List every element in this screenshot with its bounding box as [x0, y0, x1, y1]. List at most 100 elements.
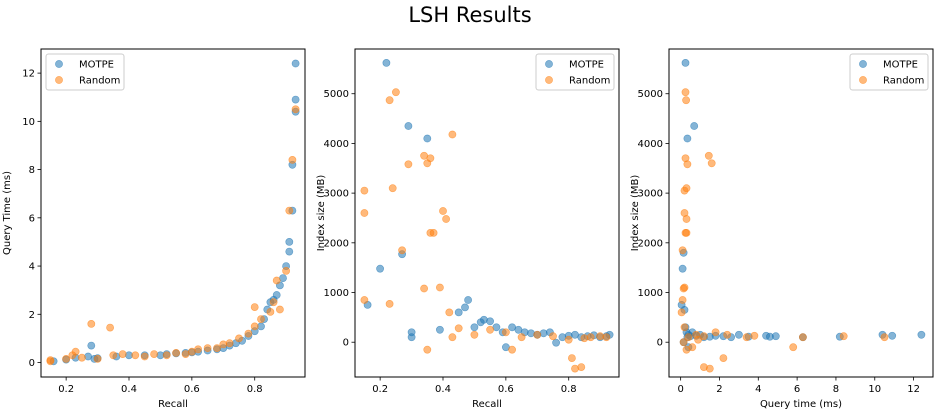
point-random [742, 333, 751, 342]
x-tick-label: 6 [794, 384, 800, 395]
legend: MOTPE Random [849, 53, 929, 91]
point-random [360, 296, 369, 304]
subplot-3: 0 2 4 6 8 10 12 0 1000 2000 3000 4000 5000 Query time… [630, 48, 934, 410]
point-random [266, 307, 275, 316]
y-tick-label: 0 [657, 338, 663, 349]
x-tick-label: 0.2 [372, 384, 388, 395]
point-random [442, 215, 450, 223]
point-motpe [470, 323, 479, 332]
point-random [688, 343, 697, 352]
point-random [285, 206, 294, 215]
legend-label-random: Random [79, 76, 120, 87]
x-tick-label: 0.2 [58, 384, 74, 395]
point-random [707, 159, 716, 168]
point-random [602, 333, 611, 342]
y-tick-label: 6 [29, 213, 35, 224]
point-random [398, 246, 406, 255]
point-random [678, 296, 687, 304]
point-motpe [291, 95, 300, 104]
x-tick-label: 0.4 [121, 384, 137, 395]
y-tick-label: 12 [22, 69, 35, 80]
y-tick-label: 0 [29, 358, 35, 369]
point-random [880, 333, 889, 342]
y-tick-label: 5000 [324, 89, 349, 100]
point-motpe [376, 264, 384, 273]
point-motpe [291, 59, 300, 68]
legend-label-motpe: MOTPE [79, 60, 114, 71]
point-motpe [917, 330, 926, 339]
point-random [486, 325, 494, 334]
y-tick-label: 10 [22, 117, 35, 128]
y-tick-label: 2 [29, 310, 35, 321]
point-random [508, 345, 516, 354]
point-random [62, 354, 70, 363]
point-random [711, 328, 720, 337]
axes-frame [354, 48, 620, 378]
point-motpe [464, 296, 472, 304]
point-random [705, 364, 714, 373]
point-random [385, 299, 394, 308]
data-points [360, 59, 614, 373]
point-motpe [435, 325, 444, 334]
y-tick-label: 2000 [324, 238, 349, 249]
legend-marker-motpe [545, 60, 553, 68]
point-random [250, 303, 259, 311]
point-random [87, 319, 96, 328]
point-random [533, 330, 542, 339]
point-motpe [454, 308, 463, 317]
point-random [694, 335, 702, 344]
point-random [571, 364, 579, 373]
point-random [682, 184, 691, 193]
point-random [683, 160, 692, 169]
point-random [445, 308, 454, 317]
point-random [429, 228, 438, 237]
legend-marker-motpe [859, 60, 867, 68]
point-random [219, 340, 228, 349]
point-random [596, 332, 604, 341]
point-motpe [888, 331, 897, 340]
point-random [704, 151, 713, 160]
point-random [723, 330, 732, 339]
point-random [719, 354, 728, 362]
point-motpe [461, 303, 469, 312]
point-random [448, 333, 457, 342]
point-random [93, 354, 102, 363]
point-random [235, 334, 243, 343]
point-random [172, 348, 180, 357]
legend-label-random: Random [569, 76, 610, 87]
y-tick-label: 3000 [324, 189, 349, 200]
x-tick-label: 0.6 [184, 384, 200, 395]
y-axis-label: Index size (MB) [630, 175, 641, 252]
point-random [162, 351, 171, 360]
legend-marker-random [545, 76, 553, 84]
point-random [118, 350, 127, 358]
y-tick-label: 1000 [324, 288, 349, 299]
data-points [677, 59, 926, 373]
point-random [680, 283, 689, 292]
point-random [549, 332, 557, 341]
legend-box [535, 53, 615, 91]
point-random [272, 276, 281, 285]
point-random [680, 323, 689, 332]
point-random [282, 266, 290, 275]
point-random [225, 339, 234, 348]
point-random [678, 246, 687, 255]
subplot-2: 0.2 0.4 0.6 0.8 0 1000 2000 3000 4000 5000 Recall I… [316, 48, 620, 410]
point-random [435, 283, 444, 292]
point-random [423, 345, 432, 354]
point-random [213, 344, 221, 352]
y-tick-label: 4000 [638, 139, 663, 150]
point-random [679, 338, 688, 347]
point-motpe [552, 338, 560, 347]
point-random [448, 130, 457, 139]
point-random [586, 333, 595, 342]
point-motpe [683, 134, 692, 143]
point-motpe [272, 291, 281, 299]
point-random [420, 284, 428, 293]
figure-title: LSH Results [408, 3, 531, 27]
x-tick-label: 0.6 [498, 384, 514, 395]
point-random [681, 88, 690, 97]
point-random [78, 353, 86, 362]
point-random [577, 363, 586, 371]
